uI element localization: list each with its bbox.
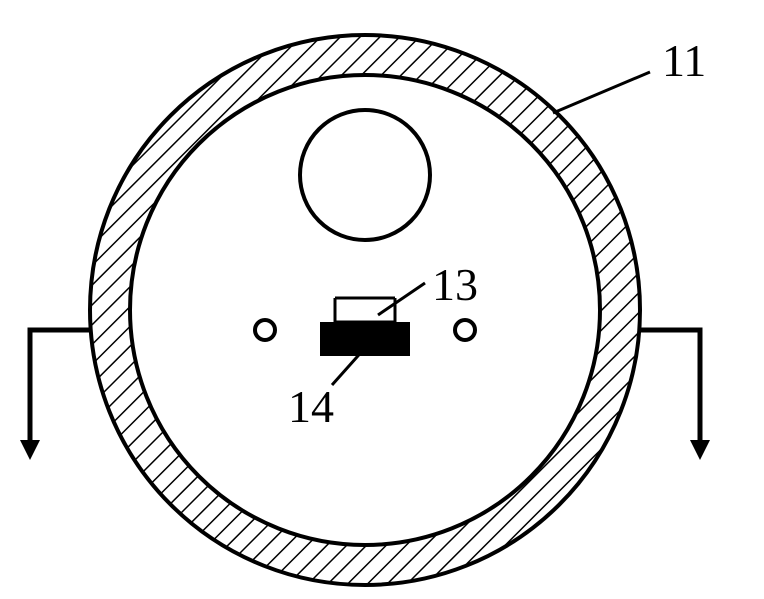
- leader-line-0: [553, 72, 650, 113]
- label-14: 14: [288, 381, 334, 432]
- down-arrow-1: [640, 330, 700, 450]
- small-hole-0: [255, 320, 275, 340]
- outer-ring-inner-edge: [130, 75, 600, 545]
- label-11: 11: [662, 35, 706, 86]
- label-13: 13: [432, 259, 478, 310]
- down-arrow-0: [30, 330, 90, 450]
- center-filled-rect: [320, 322, 410, 356]
- cross-section-diagram: 11 13 14: [0, 0, 764, 599]
- small-hole-1: [455, 320, 475, 340]
- top-circle: [300, 110, 430, 240]
- outer-ring-hatch: [90, 35, 640, 585]
